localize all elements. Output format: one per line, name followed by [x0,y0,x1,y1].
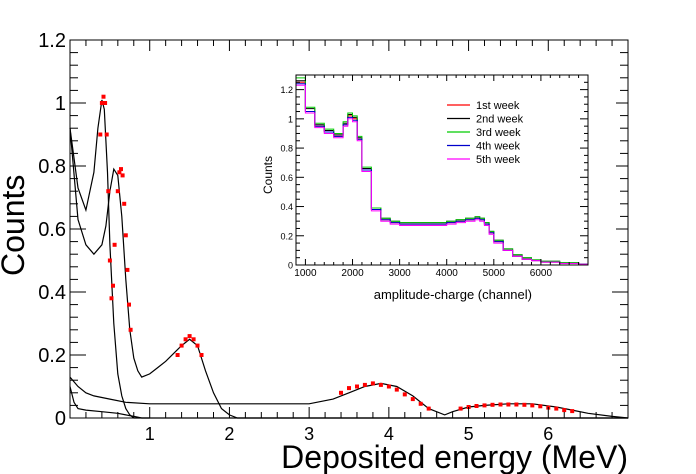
legend-label: 2nd week [476,114,524,126]
inset-y-tick-label: 1 [288,114,293,124]
main-data-point [370,381,375,386]
legend-label: 4th week [476,141,521,153]
main-data-point [127,302,131,307]
main-data-point [378,382,383,387]
main-y-tick-label: 0.8 [38,156,66,178]
inset-chart: 1000 2000 3000 4000 5000 6000 0 0.2 0.4 0.6 0.8 1 1.… [261,62,616,302]
inset-y-tick-label: 0.8 [280,144,293,154]
main-data-point [106,189,111,194]
main-data-point [339,390,343,395]
main-data-point [418,401,423,406]
main-data-point [554,406,559,411]
main-data-point [386,384,391,389]
main-y-tick-label: 0 [55,408,66,430]
main-data-point [347,386,351,391]
main-data-point [394,387,399,392]
main-series-line-2 [69,128,628,419]
main-data-point [490,402,495,407]
inset-x-tick-label: 4000 [436,268,459,279]
legend-label: 3rd week [476,127,521,139]
main-data-point [514,402,519,407]
main-x-tick-label: 4 [384,424,394,444]
main-data-point [112,242,117,247]
main-data-point [498,402,503,407]
main-data-point [538,404,543,409]
main-data-point [117,170,122,175]
inset-x-tick-label: 2000 [341,268,364,279]
inset-x-tick-label: 1000 [294,268,317,279]
main-data-point [179,343,184,348]
main-data-point [195,343,200,348]
main-data-point [530,403,535,408]
main-data-point [103,101,108,105]
main-data-point [570,409,575,414]
main-data-point [474,404,479,408]
main-data-point [104,132,109,137]
inset-pad-background [288,62,616,290]
main-data-point [120,173,125,178]
inset-y-tick-label: 0.2 [280,231,293,241]
main-data-point [522,402,527,407]
main-x-tick-label: 3 [304,424,314,444]
main-data-point [123,233,128,238]
inset-y-tick-label: 0 [288,261,293,271]
main-data-point [99,101,104,105]
main-data-point [119,167,123,172]
inset-x-tick-label: 6000 [530,268,553,279]
main-x-tick-label: 5 [464,424,474,444]
main-data-point [191,337,196,342]
main-data-point [183,337,188,342]
inset-y-tick-label: 0.4 [280,202,293,212]
legend-label: 1st week [476,100,520,112]
main-data-point [115,189,120,194]
main-y-axis-label: Counts [0,175,31,276]
inset-x-tick-label: 3000 [388,268,411,279]
main-y-tick-label: 1.2 [38,30,66,52]
main-chart: 1 2 3 4 5 6 0 0.2 0.4 0.6 0.8 1 1.2 Deposited energy… [0,30,629,474]
main-data-point [107,258,112,263]
main-data-point [98,132,103,137]
main-x-tick-label: 2 [224,424,234,444]
main-data-point [362,382,367,387]
main-data-point [128,327,133,332]
main-data-point [482,403,487,408]
main-y-tick-label: 0.4 [38,282,66,304]
inset-x-tick-label: 5000 [483,268,506,279]
inset-y-axis-label: Counts [261,156,275,194]
inset-y-tick-label: 0.6 [280,173,293,183]
main-data-point [111,283,115,288]
main-y-tick-label: 0.6 [38,219,66,241]
main-data-point [562,408,567,413]
main-data-point [175,353,180,357]
main-data-point [506,402,511,407]
main-data-point [125,267,130,272]
legend-label: 5th week [476,154,521,166]
main-data-point [410,397,415,402]
main-x-tick-label: 1 [145,424,155,444]
main-data-point [458,406,463,411]
main-data-point [426,406,431,411]
main-axis-ticks: 1 2 3 4 5 6 0 0.2 0.4 0.6 0.8 1 1.2 [38,30,628,444]
inset-y-tick-label: 1.2 [280,85,293,95]
main-data-point [187,334,192,339]
main-y-tick-label: 1 [55,93,66,115]
inset-axis-ticks: 1000 2000 3000 4000 5000 6000 0 0.2 0.4 0.6 0.8 1 1.… [280,75,588,279]
main-x-tick-label: 6 [543,424,553,444]
inset-series-line-5 [296,84,589,265]
main-data-point [101,94,106,99]
main-data-point [199,353,204,357]
main-data-point [402,392,407,397]
main-data-point [109,296,114,301]
inset-series-group [296,77,589,265]
main-data-point [122,201,127,206]
main-y-tick-label: 0.2 [38,345,66,367]
inset-x-axis-label: amplitude-charge (channel) [374,287,532,302]
main-x-axis-label: Deposited energy (MeV) [281,439,628,474]
main-data-point [355,384,359,389]
